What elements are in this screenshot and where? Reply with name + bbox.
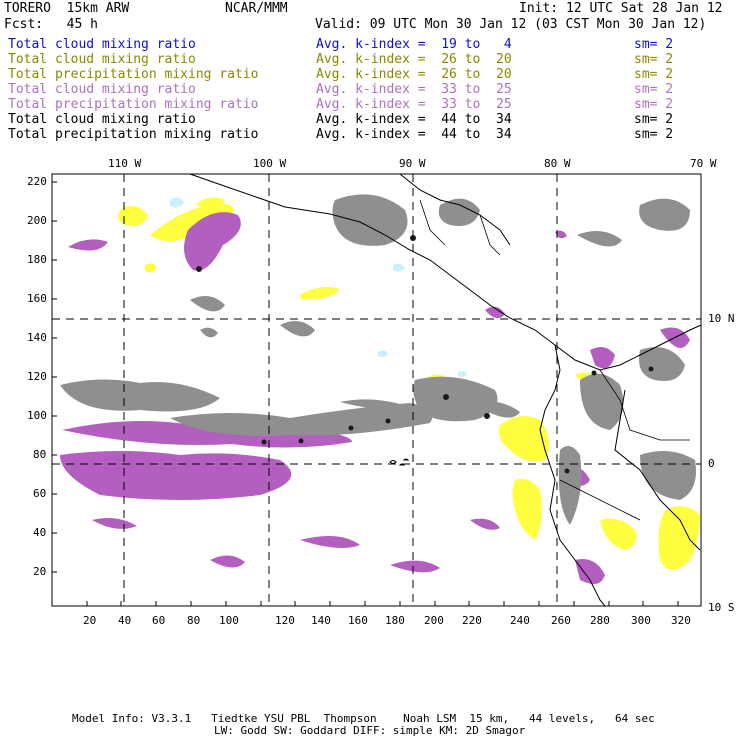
legend-field: Total precipitation mixing ratio [8, 97, 259, 112]
legend-sm: sm= 2 [634, 112, 674, 127]
legend-field: Total cloud mixing ratio [8, 37, 196, 52]
legend-index: Avg. k-index = 19 to 4 [316, 37, 512, 52]
x-tick-label: 60 [152, 614, 166, 627]
legend-index: Avg. k-index = 44 to 34 [316, 127, 512, 142]
x-tick-label: 140 [311, 614, 331, 627]
forecast-hour: Fcst: 45 h [4, 17, 98, 32]
lon-label: 70 W [690, 157, 717, 170]
lon-label: 110 W [108, 157, 142, 170]
init-time: Init: 12 UTC Sat 28 Jan 12 [519, 1, 723, 16]
model-title: TORERO 15km ARW [4, 1, 130, 16]
legend-field: Total cloud mixing ratio [8, 52, 196, 67]
legend-field: Total cloud mixing ratio [8, 112, 196, 127]
y-tick-label: 160 [27, 292, 47, 305]
legend-sm: sm= 2 [634, 52, 674, 67]
x-tick-label: 180 [385, 614, 405, 627]
x-tick-label: 120 [275, 614, 295, 627]
y-tick-label: 100 [27, 409, 47, 422]
y-tick-label: 20 [33, 565, 47, 578]
y-tick-label: 40 [33, 526, 47, 539]
x-tick-label: 260 [551, 614, 571, 627]
y-tick-label: 80 [33, 448, 47, 461]
legend-index: Avg. k-index = 33 to 25 [316, 97, 512, 112]
lon-label: 80 W [544, 157, 571, 170]
coastlines [189, 173, 702, 607]
x-tick-label: 20 [83, 614, 97, 627]
legend-sm: sm= 2 [634, 82, 674, 97]
lat-label: 10 N [708, 312, 735, 325]
y-tick-label: 120 [27, 370, 47, 383]
axis-ticks [52, 181, 679, 606]
black-cloud-cores [196, 235, 654, 474]
x-tick-label: 200 [424, 614, 444, 627]
legend-sm: sm= 2 [634, 127, 674, 142]
y-tick-label: 60 [33, 487, 47, 500]
lon-label: 100 W [253, 157, 287, 170]
legend-sm: sm= 2 [634, 37, 674, 52]
lat-lon-grid [52, 174, 701, 606]
y-tick-label: 220 [27, 175, 47, 188]
legend-field: Total precipitation mixing ratio [8, 127, 259, 142]
org-label: NCAR/MMM [225, 1, 288, 16]
country-borders [419, 199, 690, 521]
yellow-precip-layer [118, 197, 700, 570]
light-blue-cloud-layer [170, 197, 467, 378]
gray-cloud-layer [60, 194, 696, 525]
lon-label: 90 W [399, 157, 426, 170]
legend-index: Avg. k-index = 33 to 25 [316, 82, 512, 97]
x-tick-label: 220 [462, 614, 482, 627]
x-tick-label: 160 [348, 614, 368, 627]
x-tick-label: 240 [510, 614, 530, 627]
y-tick-label: 180 [27, 253, 47, 266]
legend-field: Total precipitation mixing ratio [8, 67, 259, 82]
legend-sm: sm= 2 [634, 97, 674, 112]
model-info-line-2: LW: Godd SW: Goddard DIFF: simple KM: 2D… [214, 724, 526, 737]
x-tick-label: 40 [118, 614, 132, 627]
legend-index: Avg. k-index = 26 to 20 [316, 67, 512, 82]
legend-index: Avg. k-index = 44 to 34 [316, 112, 512, 127]
x-tick-label: 320 [671, 614, 691, 627]
legend-field: Total cloud mixing ratio [8, 82, 196, 97]
x-tick-label: 300 [631, 614, 651, 627]
model-info-line-1: Model Info: V3.3.1 Tiedtke YSU PBL Thomp… [72, 712, 655, 725]
x-tick-label: 80 [187, 614, 201, 627]
legend-sm: sm= 2 [634, 67, 674, 82]
x-tick-label: 100 [219, 614, 239, 627]
valid-time: Valid: 09 UTC Mon 30 Jan 12 (03 CST Mon … [315, 17, 707, 32]
y-tick-label: 140 [27, 331, 47, 344]
x-tick-label: 280 [590, 614, 610, 627]
legend-index: Avg. k-index = 26 to 20 [316, 52, 512, 67]
lat-label: 10 S [708, 601, 735, 614]
lat-label: 0 [708, 457, 715, 470]
y-tick-label: 200 [27, 214, 47, 227]
